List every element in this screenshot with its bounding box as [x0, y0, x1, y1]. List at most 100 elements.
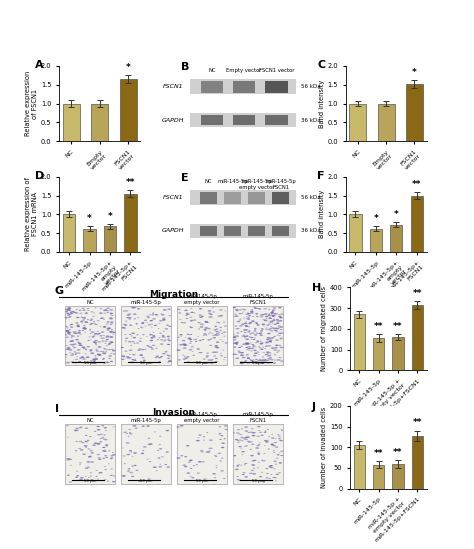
Circle shape [239, 319, 241, 320]
Circle shape [203, 333, 207, 334]
Circle shape [151, 337, 153, 338]
Circle shape [95, 343, 97, 344]
Circle shape [245, 361, 247, 362]
Circle shape [186, 313, 190, 315]
Circle shape [279, 462, 282, 463]
Circle shape [142, 450, 144, 451]
Text: B: B [181, 62, 189, 72]
Circle shape [267, 324, 269, 326]
Bar [392, 464, 404, 489]
Circle shape [92, 445, 96, 446]
Circle shape [167, 362, 169, 363]
Circle shape [110, 458, 112, 459]
Circle shape [159, 444, 161, 445]
Circle shape [122, 359, 125, 360]
Circle shape [255, 362, 256, 363]
Circle shape [220, 315, 223, 316]
Circle shape [253, 339, 255, 340]
Circle shape [279, 345, 281, 346]
Circle shape [250, 432, 253, 433]
Text: **: ** [393, 448, 403, 457]
Circle shape [121, 355, 125, 357]
Circle shape [245, 342, 249, 344]
Circle shape [95, 431, 96, 432]
Circle shape [133, 313, 137, 315]
Circle shape [73, 351, 76, 352]
Circle shape [78, 361, 81, 362]
Circle shape [266, 325, 269, 326]
Circle shape [126, 321, 127, 322]
Circle shape [66, 425, 69, 426]
Circle shape [269, 465, 273, 466]
Circle shape [248, 323, 251, 324]
Circle shape [148, 438, 150, 439]
Circle shape [262, 328, 263, 329]
Circle shape [122, 327, 126, 329]
Circle shape [65, 309, 69, 310]
Circle shape [88, 477, 90, 478]
Circle shape [151, 338, 154, 339]
Circle shape [161, 313, 163, 314]
Circle shape [271, 348, 274, 349]
Circle shape [189, 343, 191, 344]
Circle shape [268, 315, 270, 316]
Circle shape [247, 319, 250, 320]
Circle shape [67, 309, 71, 310]
Circle shape [142, 334, 145, 335]
Circle shape [240, 363, 243, 364]
Circle shape [233, 346, 237, 348]
Bar [91, 104, 108, 141]
Text: J: J [312, 402, 316, 412]
Circle shape [76, 317, 79, 318]
Circle shape [278, 307, 282, 308]
Text: NC: NC [86, 418, 94, 423]
Circle shape [196, 464, 198, 465]
Circle shape [134, 465, 136, 466]
Circle shape [104, 469, 107, 470]
Circle shape [66, 362, 70, 363]
Circle shape [106, 362, 109, 363]
Circle shape [79, 464, 81, 465]
Circle shape [133, 308, 135, 309]
Circle shape [103, 353, 106, 354]
Circle shape [85, 441, 89, 442]
Circle shape [264, 445, 266, 446]
Circle shape [95, 324, 98, 325]
Circle shape [162, 335, 164, 336]
Y-axis label: Relative expression of
FSCN1 mRNA: Relative expression of FSCN1 mRNA [25, 177, 38, 251]
Circle shape [196, 440, 200, 441]
Circle shape [191, 312, 193, 313]
Circle shape [70, 324, 73, 325]
Text: 50 μm: 50 μm [140, 361, 152, 365]
Circle shape [79, 462, 82, 463]
Circle shape [105, 309, 107, 310]
Circle shape [200, 317, 202, 318]
Circle shape [67, 458, 70, 460]
Text: **: ** [412, 289, 422, 298]
Circle shape [260, 316, 263, 317]
Circle shape [260, 330, 263, 332]
Circle shape [77, 336, 79, 337]
Circle shape [128, 341, 132, 342]
Circle shape [97, 444, 100, 445]
Circle shape [87, 308, 89, 309]
Circle shape [197, 349, 200, 350]
Circle shape [110, 475, 111, 476]
Bar [63, 104, 80, 141]
Circle shape [104, 349, 106, 350]
Circle shape [75, 354, 76, 355]
Circle shape [271, 434, 273, 435]
Circle shape [215, 346, 218, 348]
Circle shape [265, 354, 267, 355]
Circle shape [245, 477, 248, 478]
Circle shape [219, 433, 221, 434]
Circle shape [94, 333, 98, 334]
Circle shape [258, 444, 260, 445]
Circle shape [255, 363, 259, 364]
Text: miR-145-5p
FSCN1: miR-145-5p FSCN1 [265, 179, 296, 190]
Circle shape [208, 328, 210, 329]
Circle shape [71, 361, 74, 362]
Circle shape [65, 334, 67, 335]
Circle shape [268, 466, 272, 467]
Circle shape [109, 318, 113, 320]
